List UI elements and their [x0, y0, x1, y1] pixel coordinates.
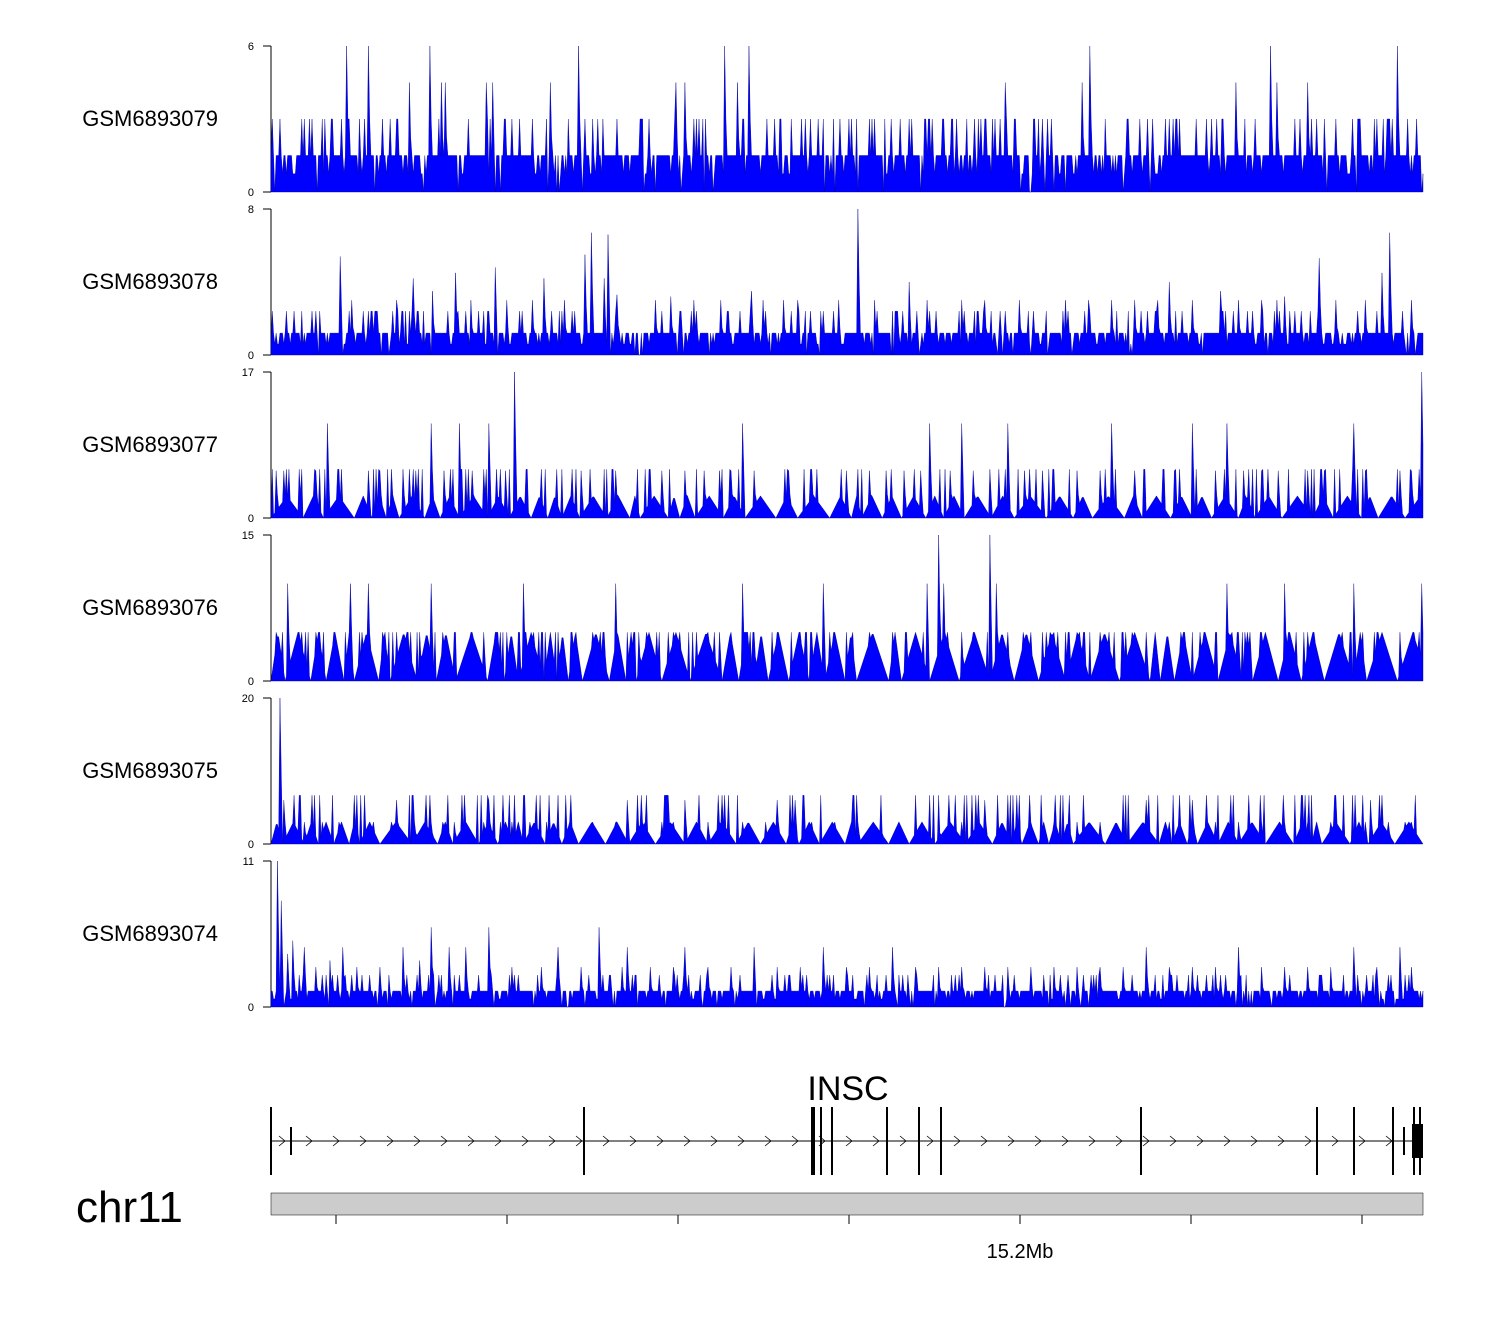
strand-arrow: [1223, 1135, 1231, 1147]
strand-arrow: [1007, 1135, 1015, 1147]
coverage-area: [270, 208, 1424, 356]
strand-arrow: [1250, 1135, 1258, 1147]
strand-arrow: [548, 1135, 556, 1147]
gene-name-label: INSC: [807, 1070, 888, 1108]
strand-arrow: [1142, 1135, 1150, 1147]
track-label: GSM6893075: [82, 758, 218, 783]
coverage-tracks: GSM689307960GSM689307880GSM6893077170GSM…: [82, 41, 1424, 1014]
track-label: GSM6893074: [82, 921, 218, 946]
chromosome-ideogram: chr11 15.2Mb: [76, 1183, 1424, 1263]
strand-arrow: [1277, 1135, 1285, 1147]
y-tick-label-max: 6: [248, 41, 254, 53]
track-GSM6893079: GSM6893079 6 0: [82, 41, 1424, 199]
track-GSM6893074: GSM6893074 11 0: [82, 856, 1424, 1014]
gene-track: INSC: [270, 1070, 1423, 1175]
strand-arrow: [926, 1135, 934, 1147]
strand-arrow: [1034, 1135, 1042, 1147]
strand-arrow: [899, 1135, 907, 1147]
strand-arrow: [575, 1135, 583, 1147]
track-GSM6893076: GSM6893076 15 0: [82, 530, 1424, 688]
strand-arrow: [1061, 1135, 1069, 1147]
y-tick-label-min: 0: [248, 1002, 254, 1014]
strand-arrow: [791, 1135, 799, 1147]
y-tick-label-max: 17: [242, 367, 254, 379]
strand-arrow: [1088, 1135, 1096, 1147]
strand-arrow: [359, 1135, 367, 1147]
coverage-area: [270, 534, 1424, 682]
strand-arrow: [872, 1135, 880, 1147]
y-tick-label-max: 8: [248, 204, 254, 216]
strand-arrow: [1196, 1135, 1204, 1147]
track-label: GSM6893077: [82, 432, 218, 457]
chromosome-band: [270, 1192, 1424, 1216]
y-tick-label-max: 11: [243, 856, 254, 868]
strand-arrow: [467, 1135, 475, 1147]
strand-arrow: [710, 1135, 718, 1147]
coverage-area: [270, 371, 1424, 519]
strand-arrow: [764, 1135, 772, 1147]
strand-arrow: [845, 1135, 853, 1147]
strand-arrow: [386, 1135, 394, 1147]
track-label: GSM6893079: [82, 106, 218, 131]
y-tick-label-max: 15: [242, 530, 254, 542]
strand-arrow: [737, 1135, 745, 1147]
genomic-position-label: 15.2Mb: [987, 1241, 1054, 1263]
strand-arrow: [1169, 1135, 1177, 1147]
track-GSM6893075: GSM6893075 20 0: [82, 693, 1424, 851]
strand-arrow: [440, 1135, 448, 1147]
strand-arrow: [629, 1135, 637, 1147]
strand-arrow: [656, 1135, 664, 1147]
strand-arrow: [602, 1135, 610, 1147]
strand-arrow: [980, 1135, 988, 1147]
strand-arrow: [953, 1135, 961, 1147]
gene-exon-last: [1412, 1124, 1423, 1158]
y-tick-label-min: 0: [248, 513, 254, 525]
strand-arrow: [332, 1135, 340, 1147]
track-label: GSM6893078: [82, 269, 218, 294]
strand-arrow: [521, 1135, 529, 1147]
y-tick-label-min: 0: [248, 676, 254, 688]
y-tick-label-min: 0: [248, 187, 254, 199]
strand-arrow: [1358, 1135, 1366, 1147]
strand-arrow: [683, 1135, 691, 1147]
strand-arrow: [1331, 1135, 1339, 1147]
chromosome-label: chr11: [76, 1183, 183, 1232]
coverage-area: [270, 860, 1424, 1008]
strand-arrow: [278, 1135, 286, 1147]
strand-arrow: [494, 1135, 502, 1147]
strand-arrow: [413, 1135, 421, 1147]
track-GSM6893077: GSM6893077 17 0: [82, 367, 1424, 525]
y-tick-label-min: 0: [248, 350, 254, 362]
strand-arrow: [1304, 1135, 1312, 1147]
coverage-area: [270, 45, 1424, 193]
strand-arrow: [1115, 1135, 1123, 1147]
coverage-area: [270, 697, 1424, 845]
track-label: GSM6893076: [82, 595, 218, 620]
y-tick-label-min: 0: [248, 839, 254, 851]
y-tick-label-max: 20: [242, 693, 254, 705]
track-GSM6893078: GSM6893078 8 0: [82, 204, 1424, 362]
strand-arrow: [305, 1135, 313, 1147]
